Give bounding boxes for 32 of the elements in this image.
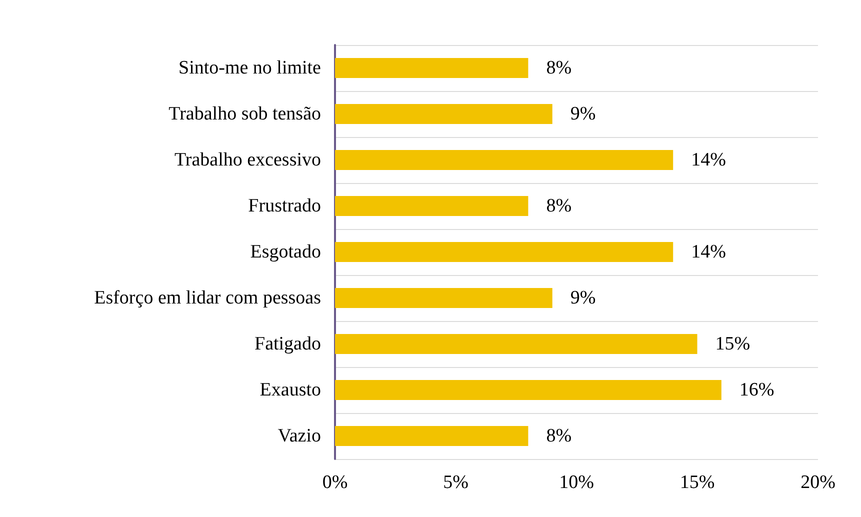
y-tick-label: Trabalho sob tensão [168, 104, 321, 124]
bar [335, 380, 722, 400]
data-label: 8% [546, 58, 572, 78]
bar [335, 196, 528, 216]
data-label: 9% [570, 104, 596, 124]
y-tick-label: Vazio [278, 426, 321, 446]
x-tick-label: 0% [322, 472, 348, 493]
bar [335, 104, 552, 124]
y-tick-label: Trabalho excessivo [174, 150, 321, 170]
x-tick-label: 10% [559, 472, 594, 493]
data-label: 9% [570, 288, 596, 308]
bar [335, 334, 698, 354]
data-label: 14% [691, 150, 726, 170]
bar [335, 242, 674, 262]
bar [335, 58, 528, 78]
data-label: 16% [739, 380, 774, 400]
x-tick-label: 5% [443, 472, 469, 493]
bar [335, 426, 528, 446]
data-label: 8% [546, 426, 572, 446]
bar [335, 288, 552, 308]
data-label: 8% [546, 196, 572, 216]
x-tick-label: 20% [800, 472, 836, 493]
y-tick-label: Exausto [260, 380, 321, 400]
data-label: 15% [715, 334, 750, 354]
x-tick-label: 15% [680, 472, 715, 493]
y-tick-label: Sinto-me no limite [178, 58, 321, 78]
data-label: 14% [691, 242, 726, 262]
y-tick-label: Frustrado [248, 196, 321, 216]
y-tick-label: Esforço em lidar com pessoas [94, 288, 321, 308]
y-tick-label: Esgotado [250, 242, 321, 262]
y-tick-label: Fatigado [254, 334, 321, 354]
bar [335, 150, 674, 170]
